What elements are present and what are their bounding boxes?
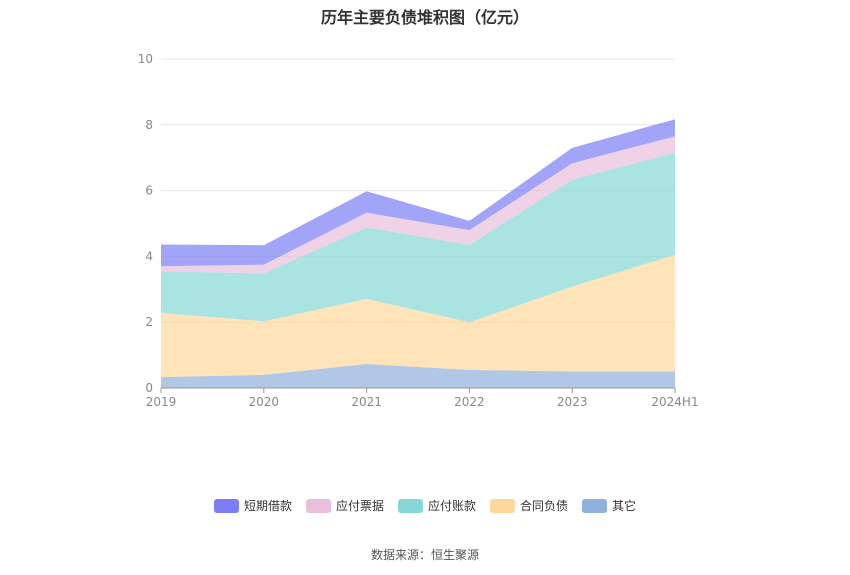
- y-tick-label: 0: [145, 381, 153, 395]
- y-tick-label: 8: [145, 118, 153, 132]
- legend-label: 其它: [612, 499, 637, 513]
- data-source-note: 数据来源：恒生聚源: [370, 548, 479, 562]
- x-tick-label: 2023: [557, 395, 588, 409]
- legend-item-short-term-loans[interactable]: 短期借款: [213, 497, 292, 514]
- x-tick-label: 2020: [249, 395, 280, 409]
- legend-item-contract-liabilities[interactable]: 合同负债: [490, 497, 568, 514]
- legend-label: 应付账款: [427, 499, 476, 513]
- legend-swatch: [305, 498, 331, 513]
- chart-legend: 短期借款 应付票据 应付账款 合同负债 其它: [0, 497, 850, 514]
- legend-item-other[interactable]: 其它: [582, 497, 636, 514]
- legend-label: 应付票据: [335, 499, 384, 513]
- legend-label: 短期借款: [243, 499, 292, 513]
- x-tick-label: 2022: [454, 395, 485, 409]
- area-series: [161, 152, 675, 323]
- area-series: [161, 119, 675, 267]
- area-series: [161, 363, 675, 388]
- x-tick-label: 2019: [146, 395, 177, 409]
- y-tick-label: 6: [145, 184, 153, 198]
- x-tick-label: 2024H1: [651, 395, 698, 409]
- x-tick-label: 2021: [351, 395, 382, 409]
- legend-item-notes-payable[interactable]: 应付票据: [305, 497, 384, 514]
- legend-swatch: [490, 498, 515, 513]
- y-tick-label: 10: [138, 52, 153, 66]
- area-series: [161, 136, 675, 274]
- chart-title: 历年主要负债堆积图（亿元）: [320, 8, 529, 27]
- legend-item-accounts-payable[interactable]: 应付账款: [397, 497, 476, 514]
- legend-swatch: [397, 498, 423, 513]
- legend-label: 合同负债: [520, 499, 569, 513]
- legend-swatch: [582, 498, 608, 513]
- area-series: [161, 254, 675, 378]
- legend-swatch: [213, 498, 239, 513]
- y-tick-label: 2: [145, 315, 153, 329]
- y-tick-label: 4: [145, 249, 153, 263]
